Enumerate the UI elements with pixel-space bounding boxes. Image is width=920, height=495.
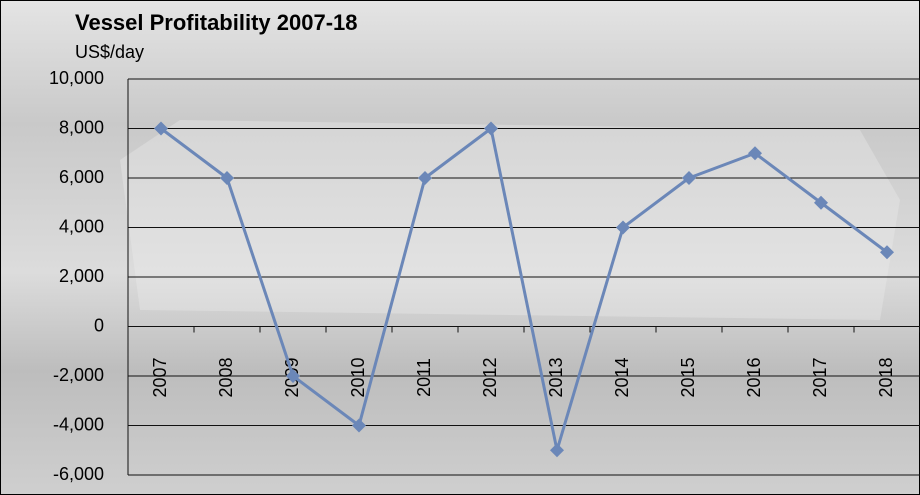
y-tick-label: 8,000 (59, 117, 104, 137)
x-tick-label: 2013 (546, 357, 566, 397)
y-tick-label: 0 (94, 315, 104, 335)
y-tick-label: 6,000 (59, 167, 104, 187)
x-tick-label: 2011 (414, 358, 434, 397)
x-tick-label: 2018 (876, 357, 896, 397)
x-tick-label: 2008 (216, 357, 236, 397)
x-tick-label: 2016 (744, 357, 764, 397)
x-tick-label: 2017 (810, 357, 830, 397)
x-tick-label: 2010 (348, 357, 368, 397)
chart: Vessel Profitability 2007-18 US$/day -6,… (0, 0, 920, 495)
chart-subtitle: US$/day (75, 42, 144, 62)
x-tick-label: 2015 (678, 357, 698, 397)
x-tick-label: 2007 (150, 357, 170, 397)
y-tick-label: -2,000 (53, 365, 104, 385)
y-tick-label: 4,000 (59, 216, 104, 236)
y-tick-label: 10,000 (49, 68, 104, 88)
y-tick-label: 2,000 (59, 266, 104, 286)
y-tick-label: -6,000 (53, 464, 104, 484)
y-tick-label: -4,000 (53, 414, 104, 434)
x-tick-label: 2012 (480, 357, 500, 397)
chart-title: Vessel Profitability 2007-18 (75, 10, 358, 35)
x-tick-label: 2014 (612, 357, 632, 397)
